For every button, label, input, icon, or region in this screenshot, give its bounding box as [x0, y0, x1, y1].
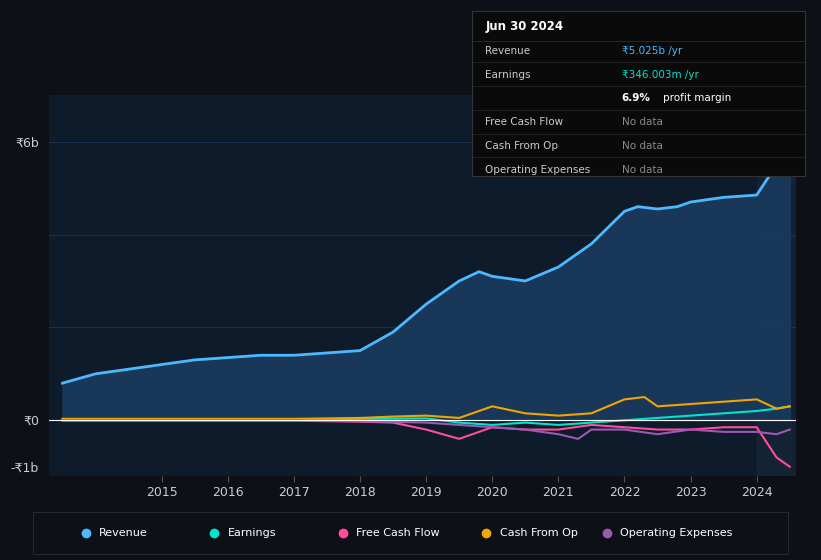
Text: Earnings: Earnings [485, 69, 531, 80]
Text: Operating Expenses: Operating Expenses [485, 165, 590, 175]
Text: No data: No data [621, 165, 663, 175]
Text: Cash From Op: Cash From Op [500, 529, 577, 538]
Bar [757, 95, 796, 476]
Text: Free Cash Flow: Free Cash Flow [356, 529, 440, 538]
Text: ₹5.025b /yr: ₹5.025b /yr [621, 46, 682, 56]
Text: Operating Expenses: Operating Expenses [621, 529, 733, 538]
Text: Cash From Op: Cash From Op [485, 141, 558, 151]
Text: profit margin: profit margin [663, 94, 732, 104]
Text: Earnings: Earnings [227, 529, 276, 538]
Text: Free Cash Flow: Free Cash Flow [485, 117, 563, 127]
Text: Jun 30 2024: Jun 30 2024 [485, 20, 563, 32]
Text: Revenue: Revenue [99, 529, 148, 538]
Text: No data: No data [621, 117, 663, 127]
Text: Revenue: Revenue [485, 46, 530, 56]
Text: ₹346.003m /yr: ₹346.003m /yr [621, 69, 699, 80]
Text: 6.9%: 6.9% [621, 94, 650, 104]
Text: No data: No data [621, 141, 663, 151]
